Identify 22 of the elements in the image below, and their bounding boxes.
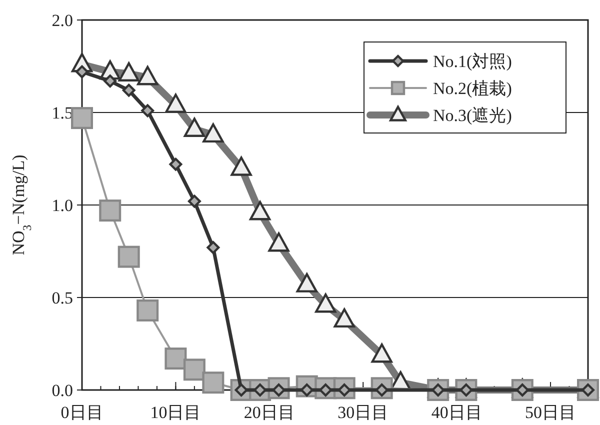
point (188, 194, 201, 208)
x-tick-label: 40日目 (431, 403, 482, 422)
legend-label: No.3(遮光) (433, 106, 512, 125)
point (118, 246, 140, 268)
legend-label: No.2(植栽) (433, 79, 512, 98)
point (136, 299, 159, 322)
point (206, 241, 220, 254)
y-tick-label: 1.0 (52, 196, 73, 215)
point (164, 348, 187, 370)
y-tick-label: 0.5 (52, 288, 73, 308)
y-tick-label: 2.0 (52, 11, 73, 30)
legend-label: No.1(対照) (433, 52, 512, 71)
point (169, 158, 182, 171)
point (99, 200, 122, 222)
x-tick-label: 20日目 (244, 403, 295, 422)
y-tick-label: 0.0 (52, 381, 73, 400)
x-tick-label: 30日目 (338, 403, 389, 422)
point (202, 372, 224, 394)
x-tick-label: 50日目 (525, 403, 576, 422)
x-tick-label: 10日目 (150, 403, 202, 422)
x-tick-label: 0日目 (60, 403, 104, 422)
point (183, 358, 206, 381)
